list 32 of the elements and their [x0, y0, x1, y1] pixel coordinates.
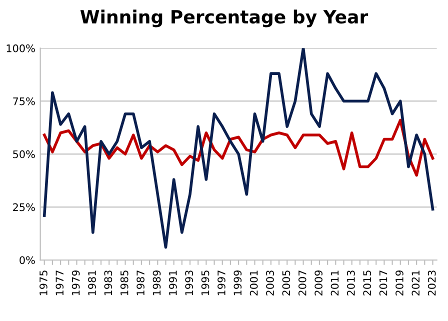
y-tick-label: 0% [20, 256, 35, 264]
x-tick-label: 2015 [363, 270, 372, 296]
x-tick-label: 1983 [104, 270, 112, 296]
y-tick-label: 100% [6, 44, 35, 52]
x-tick-label: 2011 [330, 270, 339, 296]
chart-title: Winning Percentage by Year [80, 10, 368, 28]
x-tick-label: 2009 [314, 270, 322, 296]
x-tick-label: 1999 [234, 270, 242, 296]
x-tick-label: 1995 [201, 270, 210, 296]
x-tick-label: 1987 [136, 270, 144, 296]
x-tick-label: 1997 [218, 270, 226, 296]
x-tick-label: 2007 [298, 270, 306, 296]
y-tick-label: 50% [13, 150, 35, 158]
x-tick-label: 2005 [282, 270, 290, 296]
x-tick-label: 1991 [168, 270, 177, 296]
x-tick-label: 1985 [120, 270, 128, 296]
x-tick-label: 1979 [72, 270, 80, 296]
x-tick-label: 2023 [428, 270, 436, 296]
y-tick-label: 25% [13, 203, 35, 212]
x-tick-label: 2021 [412, 270, 420, 296]
x-tick-label: 1989 [152, 270, 161, 296]
x-tick-label: 2017 [379, 270, 388, 296]
x-tick-label: 2001 [250, 270, 258, 296]
x-tick-label: 1977 [56, 270, 64, 296]
x-tick-label: 2019 [396, 270, 404, 296]
y-tick-label: 75% [13, 97, 35, 106]
x-tick-label: 1981 [88, 270, 96, 296]
x-tick-label: 2013 [346, 270, 355, 296]
x-tick-label: 1993 [185, 270, 194, 296]
line-series [42, 48, 434, 249]
x-tick-label: 1975 [40, 270, 48, 296]
x-tick-label: 2003 [266, 270, 274, 296]
